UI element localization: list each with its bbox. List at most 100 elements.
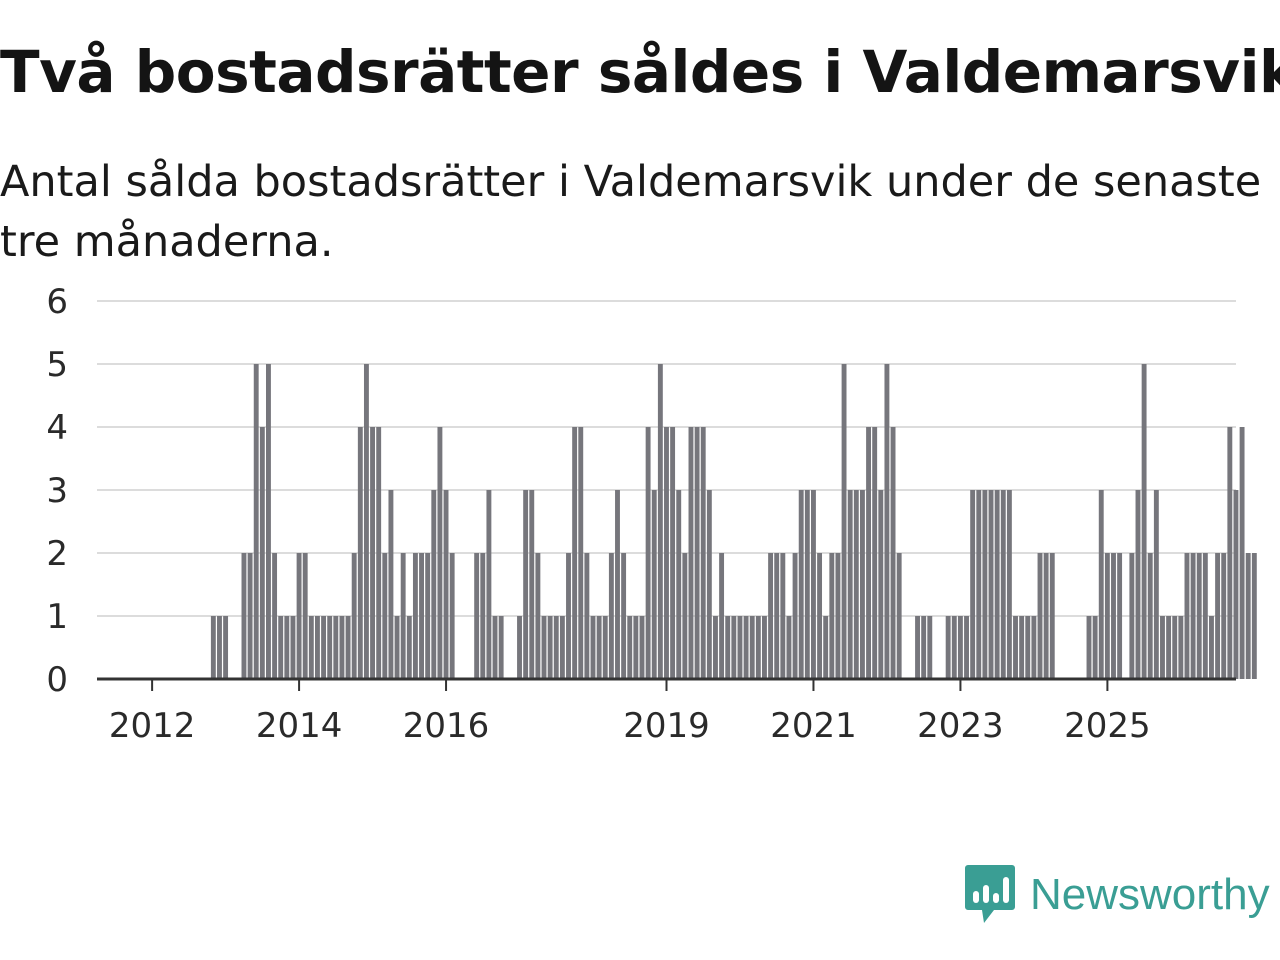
- bar: [676, 490, 682, 679]
- bar: [1037, 553, 1043, 679]
- bar: [627, 616, 633, 679]
- bar: [1013, 616, 1018, 679]
- bar: [774, 553, 780, 679]
- bar: [351, 553, 357, 679]
- x-tick-label: 2021: [770, 706, 857, 746]
- bar: [602, 616, 608, 679]
- bar: [547, 616, 553, 679]
- bar: [1251, 553, 1257, 679]
- bar: [664, 427, 669, 679]
- bar: [296, 553, 302, 679]
- bar: [1239, 427, 1245, 679]
- bar: [1031, 616, 1037, 679]
- bar: [1086, 616, 1092, 679]
- bar: [566, 553, 571, 679]
- bar: [437, 427, 443, 679]
- x-tick-label: 2019: [623, 706, 710, 746]
- bar: [615, 490, 620, 679]
- bar-chart: 0 1 2 3 4 5 6 2012 2014 2016 2019 2021 2023 2025 2: [46, 282, 1257, 746]
- bar: [308, 616, 314, 679]
- bar: [517, 616, 522, 679]
- bar: [1209, 616, 1214, 679]
- y-tick-label: 4: [46, 408, 68, 448]
- y-tick-label: 0: [46, 660, 68, 700]
- bar: [970, 490, 976, 679]
- bar: [529, 490, 535, 679]
- y-tick-label: 1: [46, 597, 68, 637]
- x-tick-label: 2023: [917, 706, 1004, 746]
- bar: [884, 364, 890, 679]
- bar: [1245, 553, 1251, 679]
- bar: [810, 490, 816, 679]
- bar: [284, 616, 290, 679]
- bar: [241, 553, 247, 679]
- bar: [994, 490, 1000, 679]
- y-tick-label: 6: [46, 282, 68, 322]
- bar: [590, 616, 596, 679]
- bar: [321, 616, 327, 679]
- bar: [449, 553, 455, 679]
- bar: [688, 427, 694, 679]
- bar: [1006, 490, 1012, 679]
- bar: [1178, 616, 1184, 679]
- bar: [731, 616, 737, 679]
- bar: [657, 364, 663, 679]
- bar: [737, 616, 743, 679]
- bar: [835, 553, 841, 679]
- bar: [1111, 553, 1116, 679]
- bar: [1227, 427, 1233, 679]
- newsworthy-chart-icon: [965, 865, 1015, 923]
- bar: [498, 616, 504, 679]
- bar: [1129, 553, 1135, 679]
- bar: [915, 616, 920, 679]
- bar: [976, 490, 982, 679]
- bar: [474, 553, 480, 679]
- bar: [866, 427, 872, 679]
- bar: [1196, 553, 1202, 679]
- bar: [223, 616, 229, 679]
- bar: [645, 427, 651, 679]
- bar: [804, 490, 810, 679]
- bar: [1135, 490, 1141, 679]
- bars: [210, 364, 1257, 679]
- x-tick-label: 2012: [109, 706, 196, 746]
- bar: [1221, 553, 1227, 679]
- bar: [1098, 490, 1104, 679]
- bar: [253, 364, 259, 679]
- bar: [786, 616, 792, 679]
- bar: [1172, 616, 1178, 679]
- bar: [412, 553, 418, 679]
- y-tick-label: 2: [46, 534, 68, 574]
- bar: [725, 616, 731, 679]
- bar: [541, 616, 547, 679]
- bar: [1043, 553, 1049, 679]
- bar: [247, 553, 253, 679]
- bar: [841, 364, 847, 679]
- bar: [431, 490, 437, 679]
- bar: [608, 553, 614, 679]
- bar: [596, 616, 602, 679]
- bar: [1019, 616, 1025, 679]
- bar: [1117, 553, 1123, 679]
- bar: [682, 553, 688, 679]
- bar: [798, 490, 804, 679]
- bar: [621, 553, 627, 679]
- bar: [755, 616, 761, 679]
- bar: [559, 616, 565, 679]
- bar: [357, 427, 363, 679]
- bar: [927, 616, 933, 679]
- newsworthy-logo: Newsworthy: [964, 862, 1270, 928]
- bar: [890, 427, 896, 679]
- y-axis-labels: 0 1 2 3 4 5 6: [46, 282, 68, 700]
- bar: [217, 616, 222, 679]
- bar: [425, 553, 431, 679]
- bar: [327, 616, 333, 679]
- bar: [363, 364, 369, 679]
- bar: [1166, 616, 1172, 679]
- bar: [400, 553, 406, 679]
- bar: [1215, 553, 1221, 679]
- brand-name: Newsworthy: [1030, 870, 1270, 919]
- bar: [1233, 490, 1239, 679]
- bar: [1184, 553, 1190, 679]
- bar: [394, 616, 400, 679]
